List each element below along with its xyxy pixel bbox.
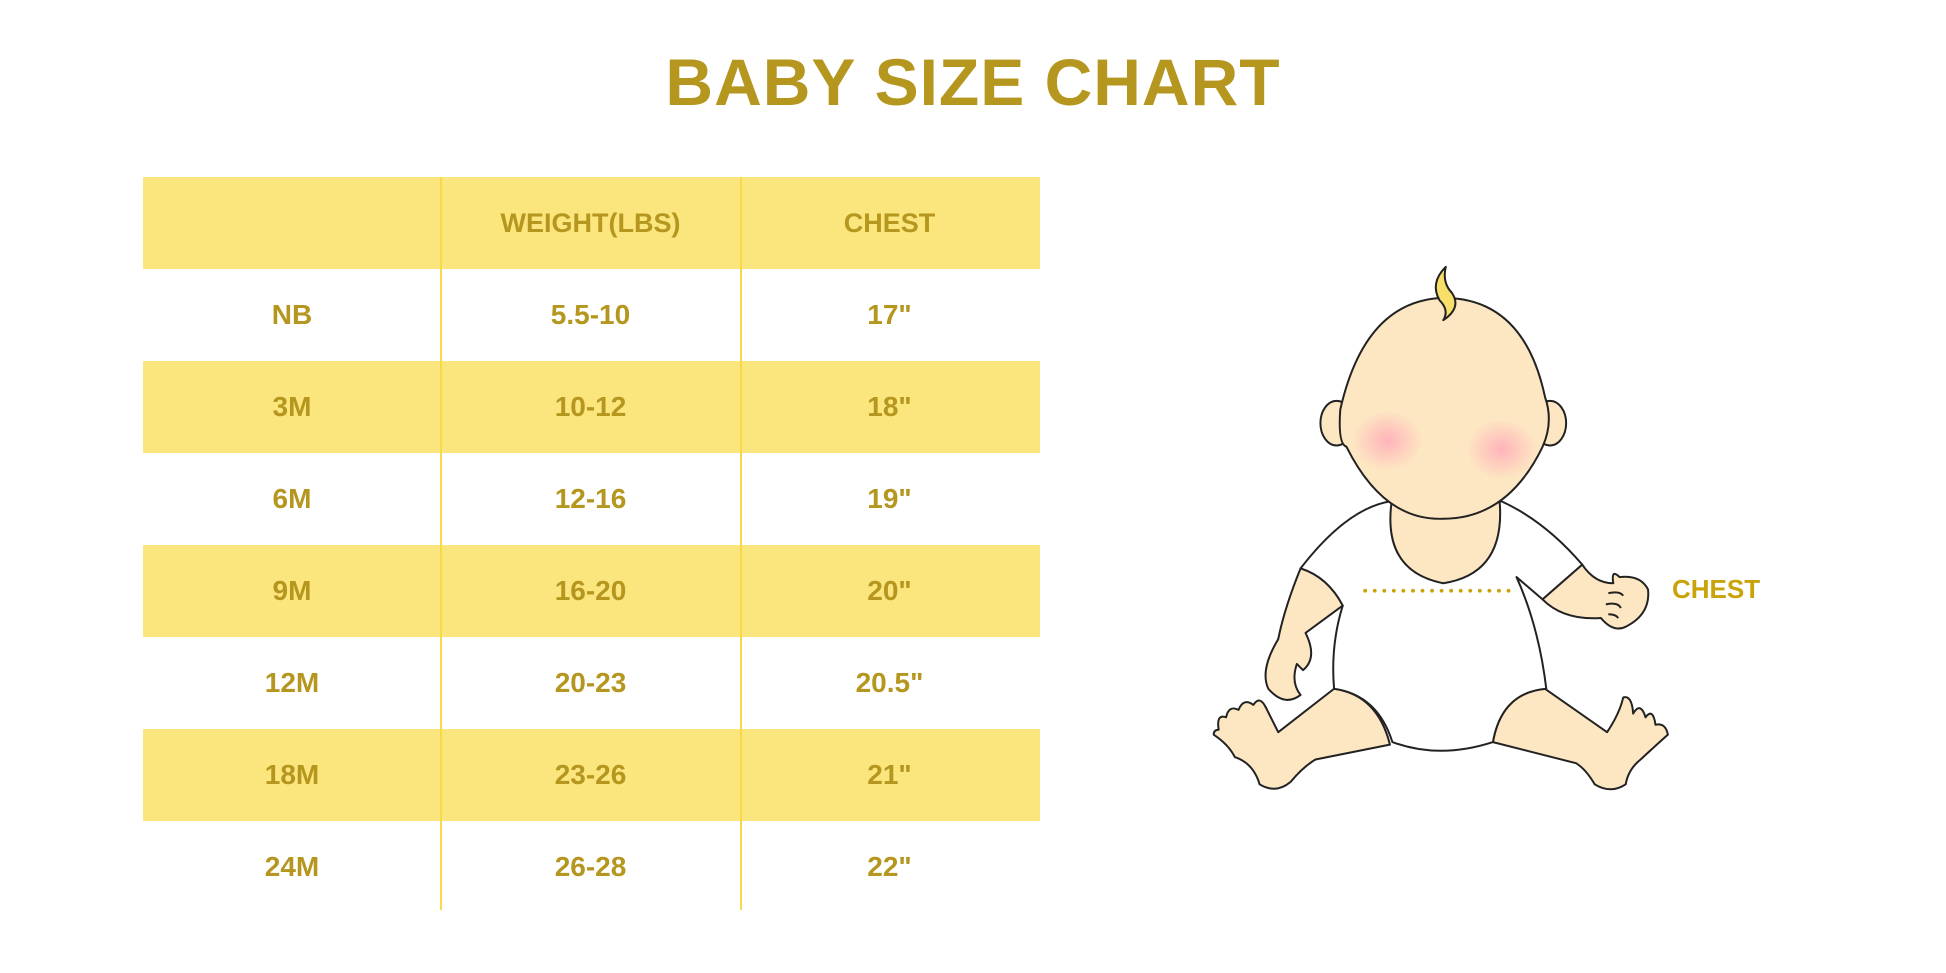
- neck: [1389, 495, 1502, 585]
- cell-size: NB: [271, 299, 313, 330]
- table-row: 9M 16-20 20": [143, 545, 1040, 637]
- page-title: BABY SIZE CHART: [665, 45, 1281, 119]
- table-header: WEIGHT(LBS) CHEST: [143, 177, 1040, 269]
- hair-curl: [1434, 265, 1457, 322]
- table-row: 18M 23-26 21": [143, 729, 1040, 821]
- onesie: [1299, 500, 1584, 752]
- cell-chest: 22": [867, 851, 912, 882]
- left-cheek: [1352, 410, 1423, 471]
- cell-chest: 20.5": [855, 667, 924, 698]
- chest-label: CHEST: [1672, 574, 1761, 604]
- cell-weight: 16-20: [554, 575, 627, 606]
- column-divider: [740, 177, 742, 910]
- header-weight: WEIGHT(LBS): [500, 207, 681, 238]
- cell-size: 3M: [272, 391, 312, 422]
- cell-size: 6M: [272, 483, 312, 514]
- left-arm: [1264, 567, 1344, 701]
- column-divider: [440, 177, 442, 910]
- head: [1338, 296, 1550, 520]
- table-row: 24M 26-28 22": [143, 821, 1040, 913]
- cell-weight: 5.5-10: [550, 299, 631, 330]
- right-cheek: [1466, 419, 1537, 480]
- right-leg: [1491, 687, 1669, 791]
- cell-weight: 26-28: [554, 851, 627, 882]
- cell-chest: 21": [867, 759, 912, 790]
- cell-chest: 17": [867, 299, 912, 330]
- cell-size: 24M: [264, 851, 320, 882]
- table-row: 6M 12-16 19": [143, 453, 1040, 545]
- header-chest: CHEST: [843, 207, 936, 238]
- fingers: [1605, 591, 1625, 619]
- cell-size: 9M: [272, 575, 312, 606]
- cell-weight: 10-12: [554, 391, 627, 422]
- cell-chest: 20": [867, 575, 912, 606]
- table-row: NB 5.5-10 17": [143, 269, 1040, 361]
- cell-weight: 12-16: [554, 483, 627, 514]
- table-row: 3M 10-12 18": [143, 361, 1040, 453]
- cell-chest: 18": [867, 391, 912, 422]
- table-row: 12M 20-23 20.5": [143, 637, 1040, 729]
- cell-size: 12M: [264, 667, 320, 698]
- right-arm: [1541, 563, 1650, 630]
- cell-weight: 23-26: [554, 759, 627, 790]
- size-table: WEIGHT(LBS) CHEST NB 5.5-10 17" 3M 10-12 18" 6…: [143, 177, 1040, 913]
- left-leg: [1212, 687, 1391, 790]
- cell-chest: 19": [867, 483, 912, 514]
- cell-size: 18M: [264, 759, 320, 790]
- cell-weight: 20-23: [554, 667, 627, 698]
